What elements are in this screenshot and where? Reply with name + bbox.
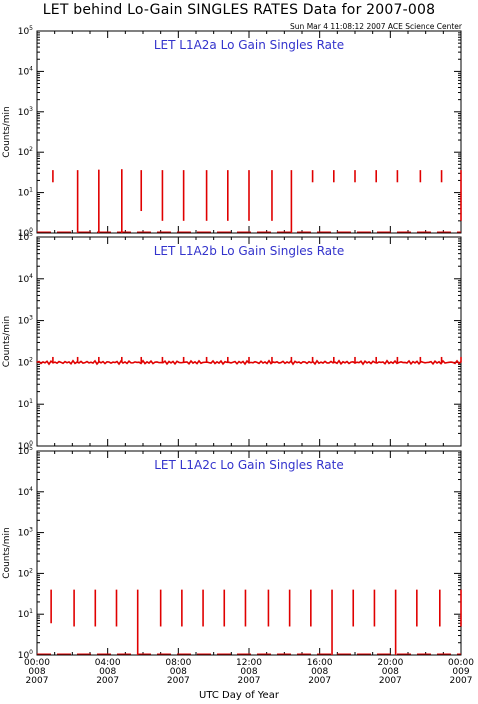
x-tick-day-label: 008 [28, 667, 45, 677]
x-axis-label: UTC Day of Year [199, 690, 279, 701]
x-tick-year-label: 2007 [450, 676, 473, 686]
x-tick-day-label: 008 [99, 667, 116, 677]
x-tick-time-label: 20:00 [377, 658, 403, 668]
x-tick-day-label: 008 [382, 667, 399, 677]
y-tick-label: 103 [18, 527, 33, 539]
y-tick-label: 102 [18, 567, 33, 579]
chart-title: LET behind Lo-Gain SINGLES RATES Data fo… [42, 2, 436, 18]
y-tick-label: 104 [18, 273, 33, 285]
panel-label: LET L1A2b Lo Gain Singles Rate [154, 244, 345, 258]
y-tick-label: 104 [18, 65, 33, 77]
panel-label: LET L1A2c Lo Gain Singles Rate [154, 458, 344, 472]
plot-frame-3 [36, 450, 462, 656]
x-tick-time-label: 00:00 [448, 658, 474, 668]
x-tick-time-label: 08:00 [165, 658, 191, 668]
x-tick-time-label: 00:00 [24, 658, 50, 668]
y-tick-label: 101 [18, 398, 33, 410]
x-tick-time-label: 16:00 [307, 658, 333, 668]
x-tick-day-label: 008 [170, 667, 187, 677]
y-tick-label: 104 [18, 486, 33, 498]
x-tick-time-label: 12:00 [236, 658, 262, 668]
panel-label: LET L1A2a Lo Gain Singles Rate [154, 38, 344, 52]
y-tick-label: 102 [18, 356, 33, 368]
y-axis-label: Counts/min [2, 106, 12, 157]
plot-frame-2 [36, 236, 462, 447]
y-tick-label: 105 [18, 231, 33, 243]
generation-timestamp: Sun Mar 4 11:08:12 2007 ACE Science Cent… [290, 22, 462, 31]
y-tick-label: 105 [18, 445, 33, 457]
x-tick-time-label: 04:00 [95, 658, 121, 668]
baseline-trace [36, 359, 462, 366]
y-axis-label: Counts/min [2, 527, 12, 578]
x-tick-year-label: 2007 [96, 676, 119, 686]
x-tick-day-label: 008 [311, 667, 328, 677]
x-tick-year-label: 2007 [308, 676, 331, 686]
y-axis-label: Counts/min [2, 316, 12, 367]
x-tick-year-label: 2007 [379, 676, 402, 686]
y-tick-label: 103 [18, 106, 33, 118]
y-tick-label: 105 [18, 25, 33, 37]
x-tick-year-label: 2007 [167, 676, 190, 686]
x-tick-year-label: 2007 [26, 676, 49, 686]
x-tick-day-label: 008 [240, 667, 257, 677]
y-tick-label: 102 [18, 146, 33, 158]
x-tick-year-label: 2007 [238, 676, 261, 686]
x-tick-day-label: 009 [452, 667, 469, 677]
y-tick-label: 101 [18, 187, 33, 199]
y-tick-label: 101 [18, 608, 33, 620]
y-tick-label: 103 [18, 315, 33, 327]
